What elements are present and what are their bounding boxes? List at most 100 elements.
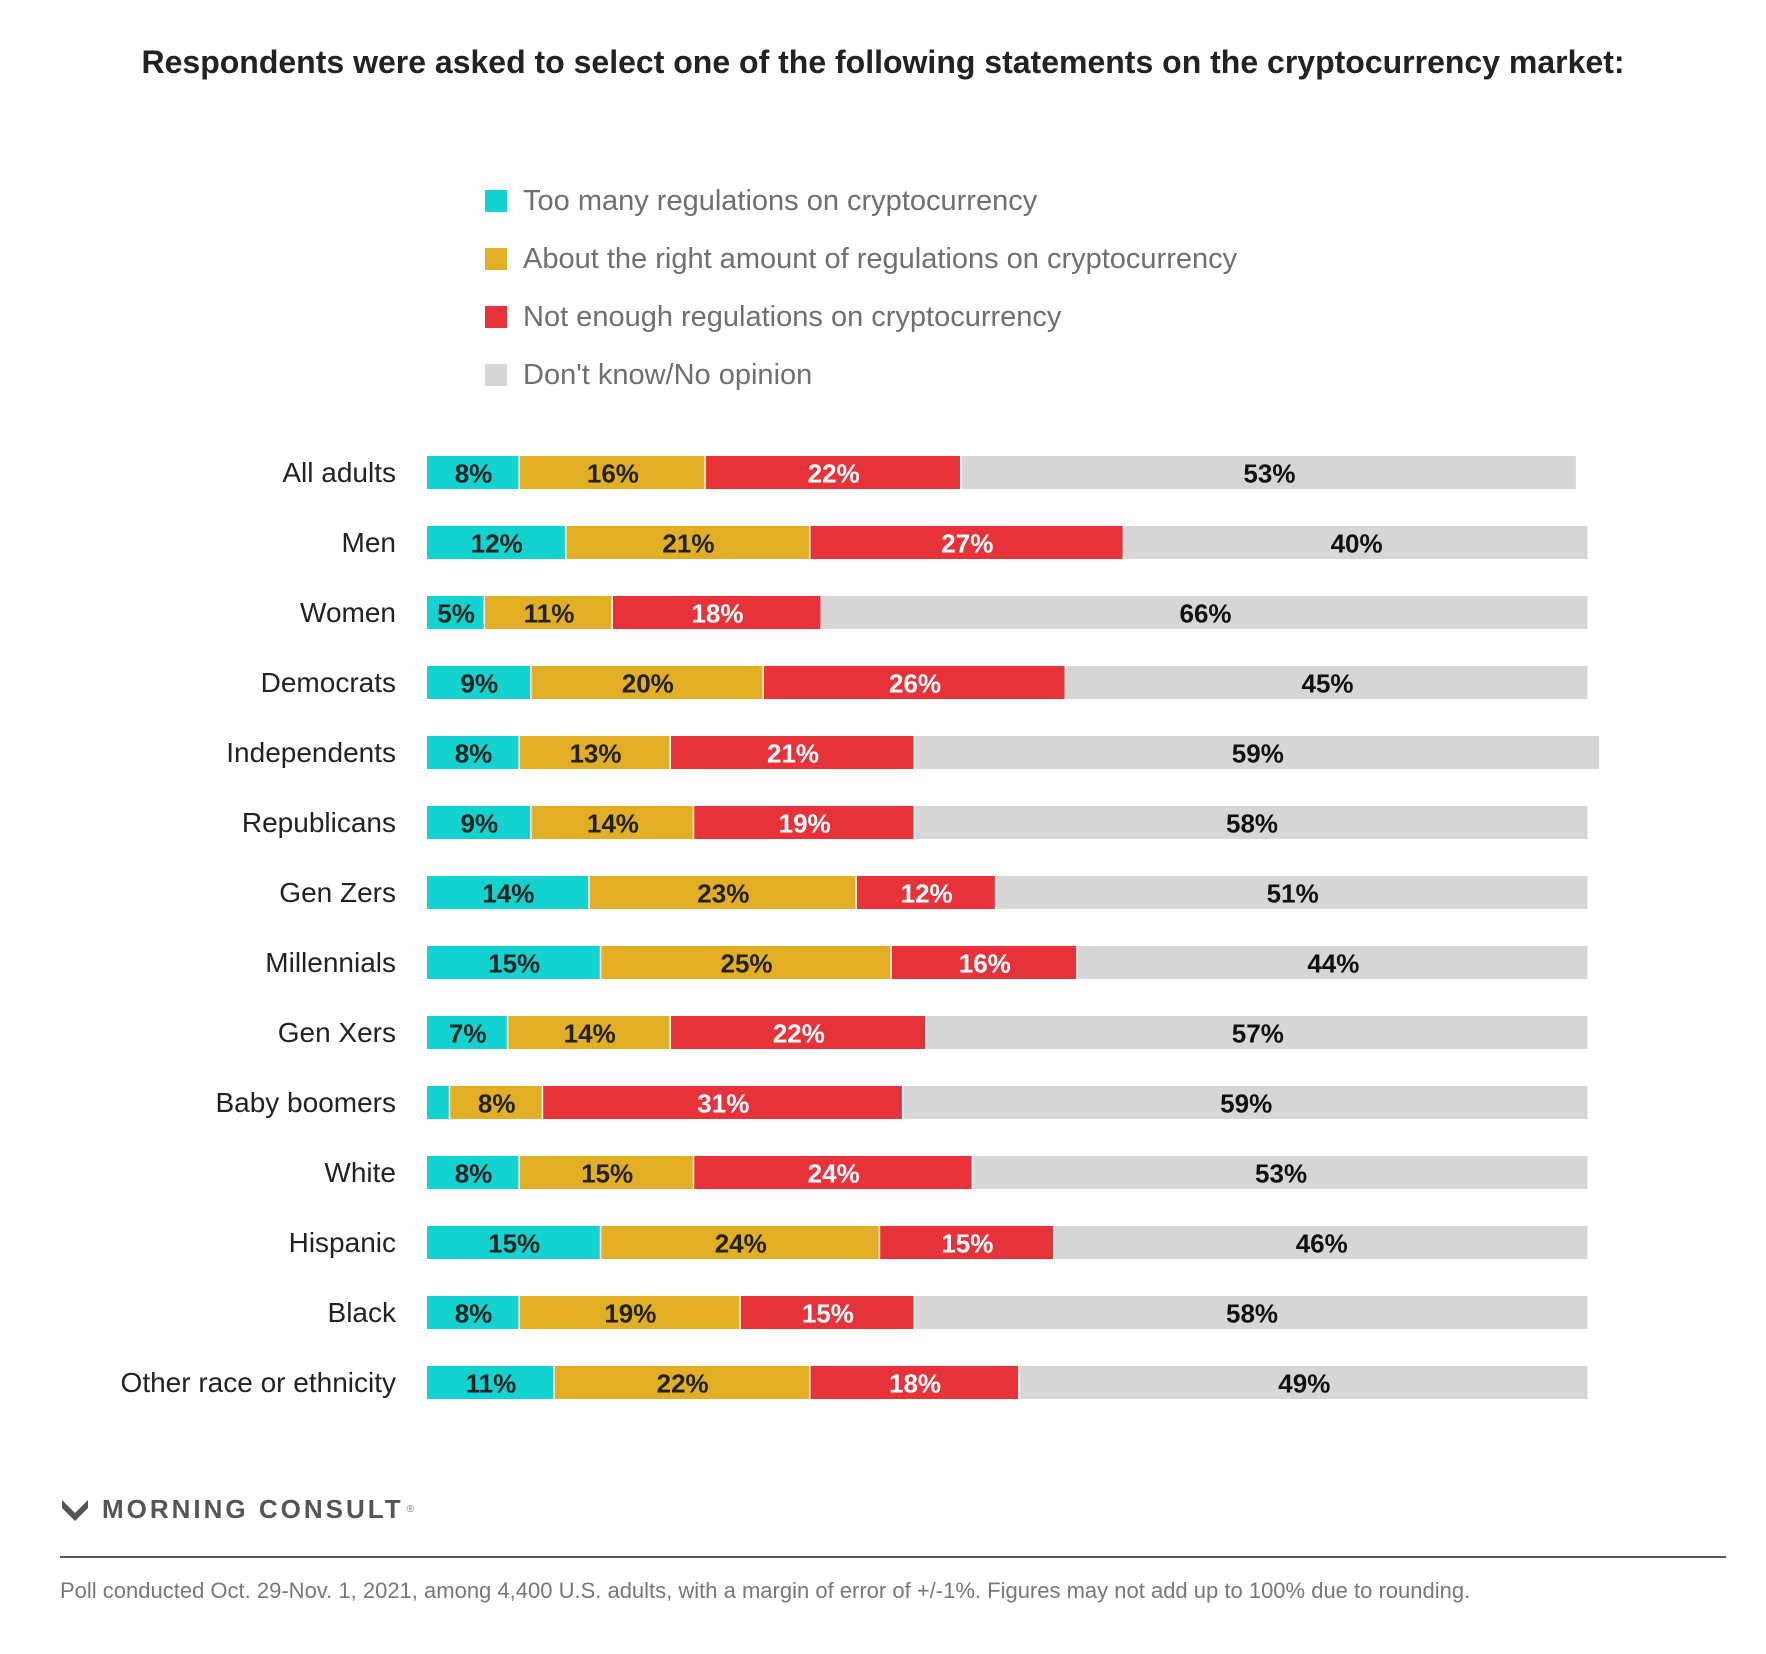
- bar-segment-republicans-s3: [915, 806, 1588, 839]
- bar-segment-democrats-s2: [763, 666, 1065, 699]
- category-label-gen-zers: Gen Zers: [279, 877, 396, 908]
- category-label-baby-boomers: Baby boomers: [215, 1087, 396, 1118]
- data-label-black-s2: 15%: [802, 1299, 854, 1329]
- bar-segment-republicans-s2: [694, 806, 914, 839]
- footer-divider: [60, 1556, 1726, 1558]
- bar-segment-millennials-s3: [1077, 946, 1588, 979]
- bar-segment-men-s1: [566, 526, 809, 559]
- data-label-women-s0: 5%: [437, 599, 475, 629]
- bar-segment-gen-zers-s0: [427, 876, 589, 909]
- bar-segment-black-s2: [740, 1296, 914, 1329]
- bar-segment-white-s0: [427, 1156, 519, 1189]
- data-label-baby-boomers-s1: 8%: [478, 1089, 516, 1119]
- bar-segment-women-s3: [822, 596, 1588, 629]
- bar-segment-independents-s0: [427, 736, 519, 769]
- data-label-independents-s3: 59%: [1232, 739, 1284, 769]
- bar-segment-men-s3: [1124, 526, 1588, 559]
- category-label-white: White: [324, 1157, 396, 1188]
- bar-segment-other-race-or-ethnicity-s0: [427, 1366, 554, 1399]
- bar-segment-men-s2: [810, 526, 1123, 559]
- bar-segment-black-s3: [915, 1296, 1588, 1329]
- data-label-women-s1: 11%: [524, 599, 575, 629]
- data-label-hispanic-s1: 24%: [715, 1229, 767, 1259]
- category-label-hispanic: Hispanic: [289, 1227, 396, 1258]
- legend-item-not-enough: Not enough regulations on cryptocurrency: [485, 288, 1237, 346]
- data-label-hispanic-s2: 15%: [941, 1229, 993, 1259]
- bar-segment-gen-xers-s3: [926, 1016, 1588, 1049]
- legend-item-dont-know: Don't know/No opinion: [485, 346, 1237, 404]
- category-label-all-adults: All adults: [282, 457, 396, 488]
- bar-segment-women-s1: [485, 596, 612, 629]
- stacked-bar-chart: All adults 8% 16% 22% 53% Men 12% 21% 27% 40% Wome…: [121, 456, 1600, 1399]
- category-label-gen-xers: Gen Xers: [278, 1017, 396, 1048]
- category-label-independents: Independents: [226, 737, 396, 768]
- bar-segment-democrats-s1: [531, 666, 763, 699]
- bar-segment-black-s1: [519, 1296, 740, 1329]
- data-label-gen-xers-s2: 22%: [773, 1019, 825, 1049]
- bar-segment-gen-zers-s2: [856, 876, 995, 909]
- legend-label-too-many: Too many regulations on cryptocurrency: [523, 184, 1038, 217]
- bar-segment-democrats-s0: [427, 666, 531, 699]
- bar-segment-millennials-s0: [427, 946, 600, 979]
- chart-title: Respondents were asked to select one of …: [141, 44, 1625, 80]
- data-label-independents-s2: 21%: [767, 739, 819, 769]
- bar-segment-independents-s3: [915, 736, 1600, 769]
- bar-segment-independents-s2: [671, 736, 914, 769]
- bar-segment-women-s2: [612, 596, 821, 629]
- bar-segment-black-s0: [427, 1296, 519, 1329]
- data-label-all-adults-s2: 22%: [808, 459, 860, 489]
- data-label-all-adults-s3: 53%: [1243, 459, 1295, 489]
- data-label-other-race-or-ethnicity-s0: 11%: [466, 1369, 517, 1399]
- data-label-all-adults-s1: 16%: [587, 459, 639, 489]
- category-label-black: Black: [328, 1297, 397, 1328]
- bar-segment-all-adults-s3: [961, 456, 1576, 489]
- data-label-gen-xers-s1: 14%: [564, 1019, 616, 1049]
- bar-segment-hispanic-s3: [1054, 1226, 1588, 1259]
- category-label-other-race-or-ethnicity: Other race or ethnicity: [121, 1367, 396, 1398]
- category-label-republicans: Republicans: [242, 807, 396, 838]
- legend-label-dont-know: Don't know/No opinion: [523, 358, 813, 391]
- bar-segment-hispanic-s2: [880, 1226, 1053, 1259]
- brand-name: MORNING CONSULT: [102, 1494, 404, 1524]
- data-label-baby-boomers-s3: 59%: [1220, 1089, 1272, 1119]
- data-label-hispanic-s3: 46%: [1296, 1229, 1348, 1259]
- data-label-independents-s0: 8%: [455, 739, 493, 769]
- category-label-democrats: Democrats: [261, 667, 396, 698]
- bar-segment-republicans-s1: [531, 806, 693, 839]
- data-label-millennials-s3: 44%: [1307, 949, 1359, 979]
- category-label-women: Women: [300, 597, 396, 628]
- bar-segment-hispanic-s0: [427, 1226, 600, 1259]
- data-label-republicans-s3: 58%: [1226, 809, 1278, 839]
- legend-swatch-too-many: [485, 190, 507, 212]
- data-label-white-s1: 15%: [581, 1159, 633, 1189]
- data-label-women-s2: 18%: [691, 599, 743, 629]
- data-label-white-s3: 53%: [1255, 1159, 1307, 1189]
- bar-segment-democrats-s3: [1066, 666, 1588, 699]
- bar-segment-republicans-s0: [427, 806, 531, 839]
- data-label-millennials-s2: 16%: [959, 949, 1011, 979]
- legend-swatch-dont-know: [485, 364, 507, 386]
- bar-segment-millennials-s1: [601, 946, 891, 979]
- data-label-gen-zers-s1: 23%: [697, 879, 749, 909]
- bar-segment-baby-boomers-s3: [903, 1086, 1588, 1119]
- bar-segment-white-s1: [519, 1156, 693, 1189]
- bar-segment-all-adults-s0: [427, 456, 519, 489]
- brand-registered-mark: ®: [406, 1504, 414, 1515]
- bar-segment-independents-s1: [519, 736, 670, 769]
- data-label-millennials-s1: 25%: [721, 949, 773, 979]
- data-label-democrats-s2: 26%: [889, 669, 941, 699]
- legend-swatch-not-enough: [485, 306, 507, 328]
- data-label-democrats-s1: 20%: [622, 669, 674, 699]
- data-label-white-s2: 24%: [808, 1159, 860, 1189]
- bar-segment-other-race-or-ethnicity-s1: [554, 1366, 809, 1399]
- data-label-women-s3: 66%: [1180, 599, 1232, 629]
- category-label-men: Men: [342, 527, 396, 558]
- data-label-gen-zers-s0: 14%: [482, 879, 534, 909]
- morning-consult-logo-icon: [62, 1499, 88, 1521]
- legend-swatch-about-right: [485, 248, 507, 270]
- bar-segment-all-adults-s1: [519, 456, 705, 489]
- data-label-other-race-or-ethnicity-s1: 22%: [657, 1369, 709, 1399]
- bar-segment-other-race-or-ethnicity-s3: [1019, 1366, 1588, 1399]
- legend-label-not-enough: Not enough regulations on cryptocurrency: [523, 300, 1062, 333]
- data-label-gen-zers-s2: 12%: [901, 879, 953, 909]
